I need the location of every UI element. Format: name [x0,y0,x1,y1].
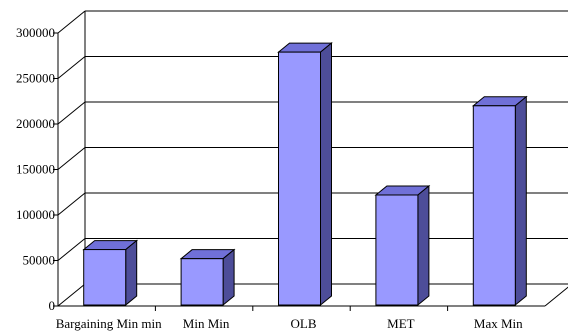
bar-front [83,249,127,306]
bar-0 [82,239,139,307]
bar-side [514,95,527,307]
x-axis-labels: Bargaining Min min Min Min OLB MET Max Min [56,316,523,331]
bar-side [417,184,430,307]
x-category-label: Max Min [474,316,523,331]
y-tick-label: 150000 [16,162,55,177]
bar-front [472,105,516,306]
bar-side [125,239,138,307]
bars [82,42,528,307]
gridline-diagonal [57,192,86,216]
bar-side [222,248,235,307]
bar-side [320,42,332,307]
y-tick-label: 100000 [16,207,55,222]
bar-2 [277,42,333,307]
gridline-diagonal [57,101,86,125]
bar-front [375,194,419,306]
y-tick-label: 50000 [23,253,56,268]
x-category-label: Bargaining Min min [56,316,162,331]
y-tick-label: 0 [49,298,56,313]
y-tick-label: 250000 [16,71,55,86]
y-tick-label: 200000 [16,116,55,131]
gridline-diagonal [57,147,86,170]
x-category-label: OLB [291,316,317,331]
gridline-diagonal [57,238,86,261]
y-tick-label: 300000 [16,25,55,40]
gridline-diagonal [57,56,86,79]
bar-3 [374,184,431,307]
bar-1 [179,248,236,307]
x-category-label: MET [387,316,415,331]
y-axis-ticks: 0 50000 100000 150000 200000 250000 300000 [16,25,58,313]
floor-right-edge [544,286,568,307]
gridline-diagonal [57,10,86,34]
bar-front [278,51,321,306]
x-category-label: Min Min [183,316,230,331]
bar-4 [471,95,528,307]
gridline-diagonal [57,283,86,307]
bar-front [180,258,224,306]
